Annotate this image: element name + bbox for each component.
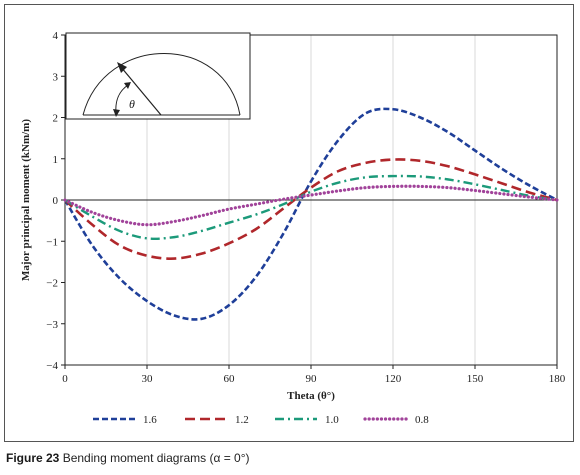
inset-angle-arrowhead-bottom	[113, 109, 120, 117]
figure-label: Figure 23	[6, 451, 60, 465]
legend-label-1-2: 1.2	[235, 414, 249, 426]
x-tick-label: 120	[385, 373, 402, 385]
y-tick-labels: −4 −3 −2 −1 0 1 2 3 4	[46, 30, 58, 372]
legend: 1.6 1.2 1.0 0.8	[93, 414, 429, 426]
series-line-1-2	[64, 158, 558, 260]
series-lines	[63, 107, 559, 321]
x-tick-label: 0	[62, 373, 68, 385]
inset-radius-arrowhead	[117, 62, 127, 73]
inset-angle-arrowhead-top	[124, 82, 131, 89]
figure-caption-text: Bending moment diagrams (α = 0°)	[62, 451, 250, 465]
figure-caption: Figure 23 Bending moment diagrams (α = 0…	[6, 451, 250, 465]
chart-frame: 0 30 60 90 120 150 180 −4 −3 −2 −1 0 1 2 3 4 θ Theta (…	[4, 4, 574, 442]
series-line-1-6	[63, 107, 558, 321]
legend-label-0-8: 0.8	[415, 414, 429, 426]
legend-label-1-6: 1.6	[143, 414, 157, 426]
x-axis-title: Theta (θ°)	[287, 390, 335, 402]
x-tick-label: 90	[306, 373, 318, 385]
x-tick-labels: 0 30 60 90 120 150 180	[62, 373, 566, 385]
bending-moment-chart: 0 30 60 90 120 150 180 −4 −3 −2 −1 0 1 2 3 4 θ Theta (…	[20, 30, 566, 426]
inset-arch-diagram: θ	[65, 32, 251, 120]
y-tick-label: 3	[53, 71, 59, 83]
inset-box	[65, 32, 251, 120]
x-tick-label: 180	[549, 373, 566, 385]
series-line-0-8	[63, 184, 559, 227]
y-tick-label: 1	[53, 154, 59, 166]
y-tick-label: 2	[53, 113, 59, 125]
x-tick-label: 150	[467, 373, 484, 385]
y-tick-label: 4	[53, 30, 59, 42]
x-tick-label: 60	[224, 373, 236, 385]
x-tick-label: 30	[142, 373, 154, 385]
y-tick-label: −1	[46, 236, 58, 248]
y-tick-label: 0	[53, 195, 59, 207]
y-tick-label: −3	[46, 319, 58, 331]
inset-radius	[120, 66, 162, 116]
y-tick-label: −4	[46, 360, 58, 372]
inset-arch	[82, 53, 241, 116]
y-axis-title: Major principal moment (kNm/m)	[20, 119, 32, 281]
inset-angle-label: θ	[129, 97, 135, 111]
legend-label-1-0: 1.0	[325, 414, 339, 426]
y-tick-label: −2	[46, 278, 58, 290]
